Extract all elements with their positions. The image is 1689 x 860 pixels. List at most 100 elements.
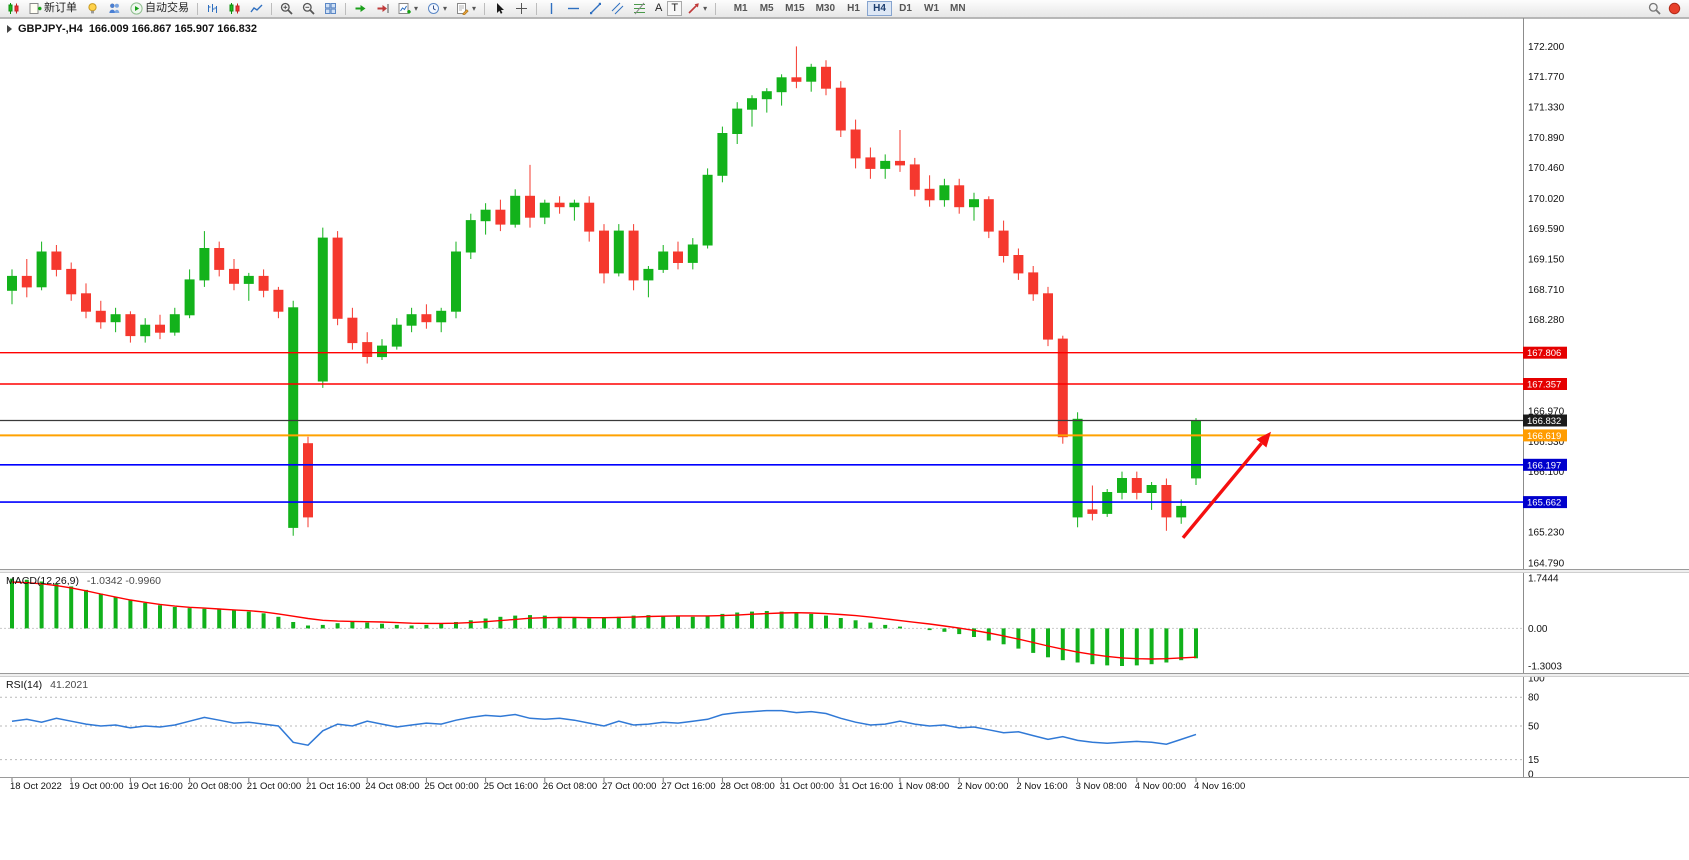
svg-text:24 Oct 08:00: 24 Oct 08:00 (365, 781, 419, 792)
period-button[interactable]: ▾ (423, 1, 451, 16)
orange-level-line[interactable]: 166.619 (0, 429, 1567, 442)
svg-text:19 Oct 16:00: 19 Oct 16:00 (128, 781, 182, 792)
grid-icon (324, 2, 337, 15)
candlestick-chart-button[interactable] (224, 1, 245, 16)
template-icon (456, 2, 469, 15)
text-label-button-label: T (671, 2, 679, 14)
timeframe-M15[interactable]: M15 (780, 1, 809, 16)
resistance-line-lower[interactable]: 167.357 (0, 378, 1567, 390)
vline-icon (545, 2, 558, 15)
trend-icon (589, 2, 602, 15)
svg-text:0.00: 0.00 (1528, 624, 1548, 635)
people-icon (108, 2, 121, 15)
zoom-out-button[interactable] (298, 1, 319, 16)
svg-text:1 Nov 08:00: 1 Nov 08:00 (898, 781, 949, 792)
zoom-in-button[interactable] (276, 1, 297, 16)
auto-scroll-button[interactable] (350, 1, 371, 16)
signals-button[interactable] (104, 1, 125, 16)
timeframe-M1[interactable]: M1 (728, 1, 753, 16)
svg-text:167.357: 167.357 (1527, 379, 1561, 390)
cursor-button[interactable] (489, 1, 510, 16)
resistance-line-upper[interactable]: 167.806 (0, 346, 1567, 359)
dropdown-caret-icon: ▾ (472, 4, 477, 13)
chart-window: 172.200 171.770 171.330 170.890 170.460 170.0… (0, 18, 1689, 860)
zoomout-icon (302, 2, 315, 15)
support-line-upper[interactable]: 166.197 (0, 458, 1567, 472)
order-icon (29, 2, 42, 15)
svg-text:168.710: 168.710 (1528, 285, 1565, 296)
market-button[interactable] (82, 1, 103, 16)
hline-icon (567, 2, 580, 15)
macd-signal-line (11, 581, 1197, 660)
svg-text:20 Oct 08:00: 20 Oct 08:00 (188, 781, 242, 792)
new-order-button[interactable]: 新订单 (25, 1, 81, 16)
channel-button[interactable] (607, 1, 628, 16)
timeframe-M5[interactable]: M5 (754, 1, 779, 16)
svg-text:164.790: 164.790 (1528, 558, 1565, 569)
timeframe-MN[interactable]: MN (945, 1, 971, 16)
svg-text:19 Oct 00:00: 19 Oct 00:00 (69, 781, 123, 792)
timeframe-W1[interactable]: W1 (919, 1, 944, 16)
text-label-button[interactable]: T (667, 1, 683, 16)
svg-text:26 Oct 08:00: 26 Oct 08:00 (543, 781, 597, 792)
svg-text:31 Oct 00:00: 31 Oct 00:00 (780, 781, 834, 792)
dropdown-caret-icon: ▾ (703, 4, 708, 13)
toolbar-separator (536, 2, 538, 15)
svg-text:4 Nov 16:00: 4 Nov 16:00 (1194, 781, 1245, 792)
text-button[interactable]: A (651, 1, 666, 16)
svg-text:170.460: 170.460 (1528, 163, 1565, 174)
timeframe-H1[interactable]: H1 (841, 1, 866, 16)
vertical-line-button[interactable] (541, 1, 562, 16)
candles-icon (228, 2, 241, 15)
search-button[interactable] (1648, 2, 1661, 15)
dropdown-caret-icon: ▾ (443, 4, 448, 13)
svg-text:21 Oct 16:00: 21 Oct 16:00 (306, 781, 360, 792)
svg-text:166.197: 166.197 (1527, 460, 1561, 471)
svg-text:1.7444: 1.7444 (1528, 573, 1559, 584)
arrowtool-icon (687, 2, 700, 15)
time-axis[interactable]: 18 Oct 2022 19 Oct 00:00 19 Oct 16:00 20 Oc… (10, 778, 1245, 792)
current-price-line[interactable]: 166.832 (0, 414, 1567, 428)
svg-text:0: 0 (1528, 770, 1534, 781)
svg-text:166.832: 166.832 (1527, 416, 1561, 427)
svg-text:171.330: 171.330 (1528, 103, 1565, 114)
toolbar: 新订单 自动交易 ▾ ▾ ▾ A T ▾ M1 M5 M15 M30 H1 H4 D1 W1 MN (0, 0, 1689, 18)
chart-shift-button[interactable] (372, 1, 393, 16)
tile-windows-button[interactable] (320, 1, 341, 16)
dropdown-caret-icon: ▾ (414, 4, 419, 13)
autoscroll-icon (354, 2, 367, 15)
svg-text:15: 15 (1528, 755, 1540, 766)
arrows-tool-button[interactable]: ▾ (683, 1, 711, 16)
svg-text:169.150: 169.150 (1528, 254, 1565, 265)
autotrading-button[interactable]: 自动交易 (126, 1, 193, 16)
bar-chart-button[interactable] (202, 1, 223, 16)
toolbar-separator (484, 2, 486, 15)
template-button[interactable]: ▾ (452, 1, 480, 16)
svg-text:170.890: 170.890 (1528, 133, 1565, 144)
timeframe-H4[interactable]: H4 (867, 1, 893, 16)
new-order-button-label: 新订单 (44, 2, 77, 14)
svg-text:165.230: 165.230 (1528, 528, 1565, 539)
svg-text:27 Oct 00:00: 27 Oct 00:00 (602, 781, 656, 792)
trend-arrow[interactable] (1181, 431, 1271, 539)
timeframe-D1[interactable]: D1 (893, 1, 918, 16)
line-chart-button[interactable] (246, 1, 267, 16)
new-chart-button[interactable]: ▾ (394, 1, 422, 16)
crosshair-button[interactable] (511, 1, 532, 16)
charts-button[interactable] (3, 1, 24, 16)
text-button-label: A (655, 2, 663, 14)
toolbar-separator (197, 2, 198, 15)
timeframe-M30[interactable]: M30 (811, 1, 840, 16)
price-axis[interactable]: 172.200 171.770 171.330 170.890 170.460 170.0… (1528, 42, 1565, 781)
horizontal-line-button[interactable] (563, 1, 584, 16)
svg-text:31 Oct 16:00: 31 Oct 16:00 (839, 781, 893, 792)
trendline-button[interactable] (585, 1, 606, 16)
notification-badge[interactable] (1668, 2, 1681, 15)
svg-text:-1.3003: -1.3003 (1528, 661, 1562, 672)
svg-text:170.020: 170.020 (1528, 194, 1565, 205)
svg-text:168.280: 168.280 (1528, 315, 1565, 326)
chart-canvas[interactable]: 172.200 171.770 171.330 170.890 170.460 170.0… (0, 18, 1689, 798)
svg-text:166.100: 166.100 (1528, 467, 1565, 478)
fibonacci-button[interactable] (629, 1, 650, 16)
support-line-lower[interactable]: 165.662 (0, 496, 1567, 509)
